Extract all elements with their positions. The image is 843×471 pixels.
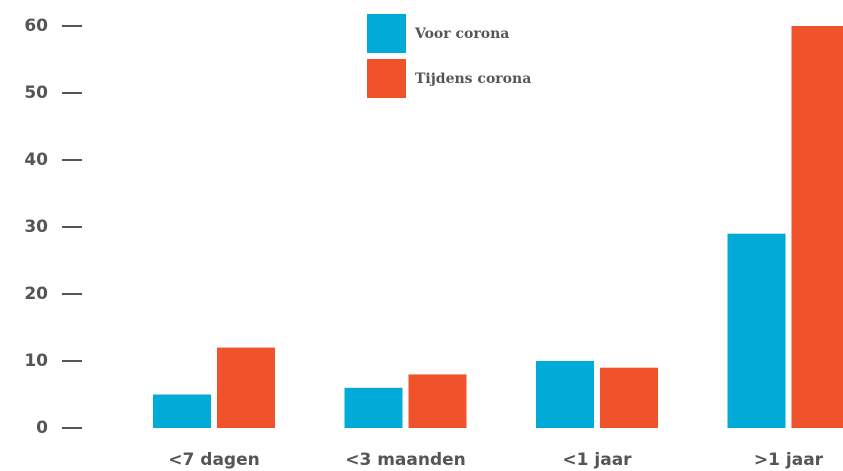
x-tick-label: <1 jaar <box>562 450 632 470</box>
bar <box>408 374 467 428</box>
bar <box>536 361 594 428</box>
legend-label: Tijdens corona <box>415 71 531 87</box>
bar <box>153 394 211 428</box>
bar <box>791 26 843 428</box>
y-tick-label: 40 <box>24 150 48 170</box>
legend-label: Voor corona <box>414 26 509 42</box>
x-tick-label: <3 maanden <box>345 450 466 470</box>
y-tick-label: 0 <box>36 418 48 438</box>
bar <box>727 233 786 428</box>
y-tick-label: 50 <box>24 83 48 103</box>
y-tick-label: 30 <box>24 217 48 237</box>
bar <box>217 347 275 428</box>
x-tick-label: <7 dagen <box>168 450 259 470</box>
y-tick-label: 10 <box>24 351 48 371</box>
y-tick-label: 60 <box>24 16 48 36</box>
bar <box>600 367 658 428</box>
legend-swatch <box>367 59 406 98</box>
bar <box>344 387 403 428</box>
x-tick-label: >1 jaar <box>754 450 824 470</box>
legend-swatch <box>367 14 406 53</box>
y-tick-label: 20 <box>24 284 48 304</box>
